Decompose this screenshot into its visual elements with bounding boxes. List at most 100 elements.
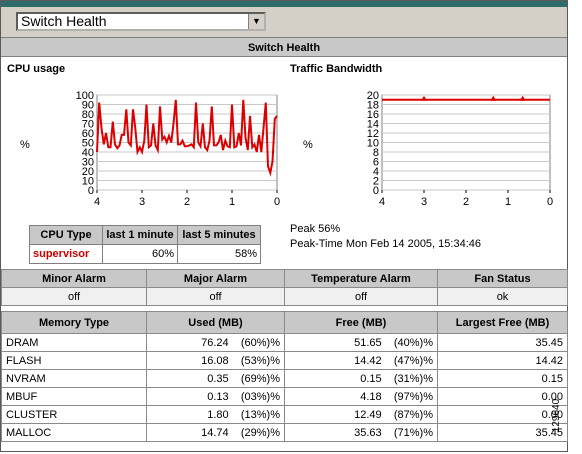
cpu-usage-title: CPU usage [7, 63, 66, 75]
series-marker [490, 95, 497, 101]
y-tick-label: 12 [367, 128, 379, 140]
traffic-peak-time: Peak-Time Mon Feb 14 2005, 15:34:46 [290, 238, 481, 250]
free-mb-header: Free (MB) [284, 311, 438, 334]
y-tick-label: 80 [82, 109, 94, 121]
y-tick-label: 8 [373, 147, 379, 159]
last-5-minutes-header: last 5 minutes [177, 225, 261, 245]
largest-free-value: 35.45 [437, 423, 568, 442]
memory-type: MBUF [1, 387, 147, 406]
x-tick-label: 3 [139, 196, 145, 208]
temperature-alarm-value: off [284, 287, 438, 306]
y-tick-label: 100 [76, 90, 94, 102]
y-tick-label: 40 [82, 147, 94, 159]
y-tick-label: 6 [373, 157, 379, 169]
view-select-value: Switch Health [21, 13, 107, 29]
x-tick-label: 3 [421, 196, 427, 208]
memory-type: FLASH [1, 351, 147, 370]
used-value: 14.74 (29%)% [146, 423, 285, 442]
y-tick-label: 90 [82, 100, 94, 112]
used-value: 0.13 (03%)% [146, 387, 285, 406]
y-tick-label: 50 [82, 138, 94, 150]
major-alarm-header: Major Alarm [146, 269, 285, 288]
largest-free-value: 0.15 [437, 369, 568, 388]
memory-type-header: Memory Type [1, 311, 147, 334]
cpu-type-value: supervisor [29, 244, 103, 264]
table-row: NVRAM 0.35 (69%)% 0.15 (31%)% 0.15 [1, 369, 568, 388]
fan-status-value: ok [437, 287, 568, 306]
free-value: 0.15 (31%)% [284, 369, 438, 388]
y-tick-label: 18 [367, 100, 379, 112]
y-tick-label: 2 [373, 176, 379, 188]
table-row: MBUF 0.13 (03%)% 4.18 (97%)% 0.00 [1, 387, 568, 406]
y-tick-label: 20 [82, 166, 94, 178]
largest-free-value: 0.00 [437, 405, 568, 424]
last-1-minute-header: last 1 minute [102, 225, 178, 245]
largest-free-value: 14.42 [437, 351, 568, 370]
largest-free-value: 0.00 [437, 387, 568, 406]
minor-alarm-header: Minor Alarm [1, 269, 147, 288]
free-value: 51.65 (40%)% [284, 333, 438, 352]
table-row: FLASH 16.08 (53%)% 14.42 (47%)% 14.42 [1, 351, 568, 370]
cpu-unit-label: % [20, 139, 30, 151]
section-title: Switch Health [1, 37, 567, 57]
memory-type: CLUSTER [1, 405, 147, 424]
last-1-minute-value: 60% [102, 244, 178, 264]
free-value: 35.63 (71%)% [284, 423, 438, 442]
temperature-alarm-header: Temperature Alarm [284, 269, 438, 288]
switch-health-panel: Switch Health ▼ Switch Health CPU usage … [0, 0, 568, 452]
free-value: 12.49 (87%)% [284, 405, 438, 424]
used-value: 1.80 (13%)% [146, 405, 285, 424]
largest-free-value: 35.45 [437, 333, 568, 352]
x-tick-label: 4 [379, 196, 385, 208]
x-tick-label: 4 [94, 196, 100, 208]
traffic-title: Traffic Bandwidth [290, 63, 383, 75]
fan-status-header: Fan Status [437, 269, 568, 288]
y-tick-label: 0 [373, 185, 379, 197]
y-tick-label: 4 [373, 166, 379, 178]
series-marker [421, 95, 427, 101]
y-tick-label: 70 [82, 119, 94, 131]
minor-alarm-value: off [1, 287, 147, 306]
used-value: 0.35 (69%)% [146, 369, 285, 388]
memory-table: Memory Type Used (MB) Free (MB) Largest … [1, 311, 568, 442]
cpu-type-table: CPU Type last 1 minute last 5 minutes su… [29, 225, 261, 264]
used-value: 76.24 (60%)% [146, 333, 285, 352]
y-tick-label: 10 [367, 138, 379, 150]
y-tick-label: 14 [367, 119, 379, 131]
y-tick-label: 0 [88, 185, 94, 197]
selector-bar: Switch Health ▼ [1, 7, 567, 37]
series-line [96, 99, 278, 177]
table-row: CLUSTER 1.80 (13%)% 12.49 (87%)% 0.00 [1, 405, 568, 424]
x-tick-label: 0 [274, 196, 280, 208]
figure-id-text: 129640 [551, 398, 563, 433]
largest-free-header: Largest Free (MB) [437, 311, 568, 334]
used-mb-header: Used (MB) [146, 311, 285, 334]
x-tick-label: 1 [505, 196, 511, 208]
series-marker [519, 95, 526, 101]
traffic-unit-label: % [303, 139, 313, 151]
free-value: 4.18 (97%)% [284, 387, 438, 406]
used-value: 16.08 (53%)% [146, 351, 285, 370]
cpu-type-header: CPU Type [29, 225, 103, 245]
major-alarm-value: off [146, 287, 285, 306]
figure-id: 129640 [551, 380, 582, 454]
traffic-peak: Peak 56% [290, 223, 341, 235]
y-tick-label: 16 [367, 109, 379, 121]
chevron-down-icon[interactable]: ▼ [248, 14, 264, 29]
table-row: DRAM 76.24 (60%)% 51.65 (40%)% 35.45 [1, 333, 568, 352]
y-tick-label: 20 [367, 90, 379, 102]
free-value: 14.42 (47%)% [284, 351, 438, 370]
alarm-status-table: Minor Alarm Major Alarm Temperature Alar… [1, 269, 568, 306]
y-tick-label: 10 [82, 176, 94, 188]
memory-type: DRAM [1, 333, 147, 352]
top-stripe [1, 1, 567, 7]
x-tick-label: 0 [547, 196, 553, 208]
y-tick-label: 30 [82, 157, 94, 169]
x-tick-label: 1 [229, 196, 235, 208]
memory-type: NVRAM [1, 369, 147, 388]
table-row: MALLOC 14.74 (29%)% 35.63 (71%)% 35.45 [1, 423, 568, 442]
memory-type: MALLOC [1, 423, 147, 442]
view-select[interactable]: Switch Health ▼ [16, 12, 266, 31]
